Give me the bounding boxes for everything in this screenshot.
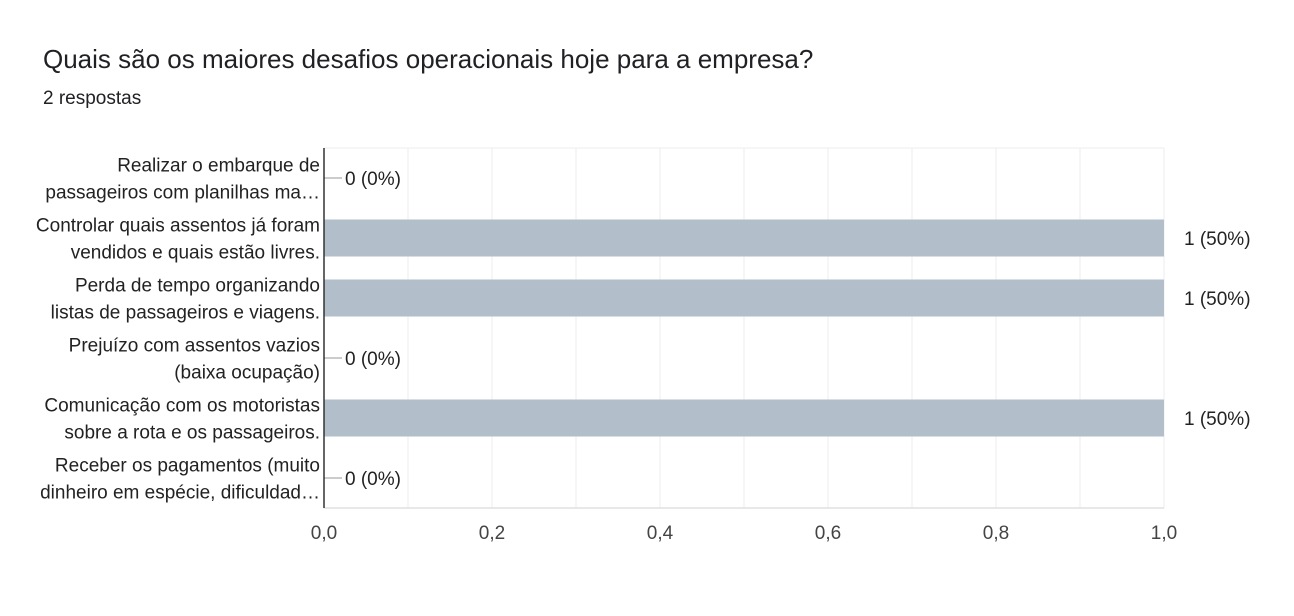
label-layer: 0 (0%) Realizar o embarque de passageiros … — [36, 156, 1251, 545]
category-label-line: Controlar quais assentos já foram — [36, 216, 320, 237]
category-label-line: listas de passageiros e viagens. — [51, 303, 320, 324]
grid-layer — [323, 147, 1165, 509]
category-label-line: Prejuízo com assentos vazios — [69, 336, 320, 357]
bar[interactable] — [324, 219, 1164, 257]
category-label-line: dinheiro em espécie, dificuldad… — [40, 483, 320, 504]
category-label: Perda de tempo organizando listas de pass… — [51, 276, 320, 324]
category-label: Comunicação com os motoristas sobre a rot… — [44, 396, 320, 444]
question-title: Quais são os maiores desafios operaciona… — [43, 44, 814, 74]
category-label-line: passageiros com planilhas ma… — [45, 183, 320, 204]
data-label: 1 (50%) — [1184, 289, 1251, 310]
category-label: Receber os pagamentos (muito dinheiro em … — [40, 456, 320, 504]
x-tick-label: 1,0 — [1151, 523, 1177, 544]
category-label-line: Receber os pagamentos (muito — [55, 456, 320, 477]
response-count: 2 respostas — [43, 88, 142, 109]
category-label: Prejuízo com assentos vazios (baixa ocupa… — [69, 336, 320, 384]
bar-layer — [324, 177, 1164, 479]
bar[interactable] — [324, 399, 1164, 437]
x-tick-label: 0,0 — [311, 523, 337, 544]
x-tick-label: 0,4 — [647, 523, 674, 544]
data-label: 0 (0%) — [345, 469, 401, 490]
category-label-line: sobre a rota e os passageiros. — [64, 423, 320, 444]
x-tick-label: 0,6 — [815, 523, 841, 544]
x-tick-label: 0,8 — [983, 523, 1009, 544]
data-label: 0 (0%) — [345, 349, 401, 370]
data-label: 1 (50%) — [1184, 229, 1251, 250]
category-label: Controlar quais assentos já foram vendido… — [36, 216, 320, 264]
x-tick-label: 0,2 — [479, 523, 505, 544]
category-label-line: Realizar o embarque de — [117, 156, 320, 177]
bar[interactable] — [324, 279, 1164, 317]
data-label: 1 (50%) — [1184, 409, 1251, 430]
data-label: 0 (0%) — [345, 169, 401, 190]
category-label: Realizar o embarque de passageiros com pl… — [45, 156, 320, 204]
category-label-line: (baixa ocupação) — [174, 363, 320, 384]
category-label-line: vendidos e quais estão livres. — [71, 243, 320, 264]
category-label-line: Perda de tempo organizando — [75, 276, 320, 297]
category-label-line: Comunicação com os motoristas — [44, 396, 320, 417]
